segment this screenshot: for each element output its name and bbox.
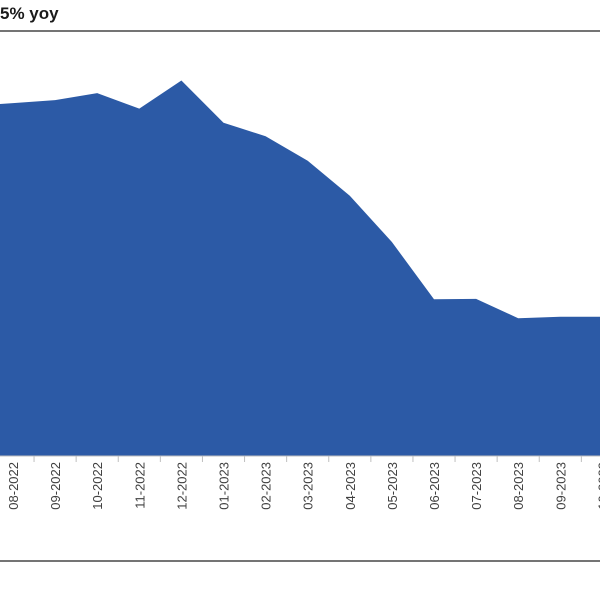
chart-title: 5% yoy (0, 4, 59, 23)
x-tick-label: 07-2023 (469, 462, 484, 510)
x-tick-label: 05-2023 (385, 462, 400, 510)
x-tick-label: 04-2023 (343, 462, 358, 510)
x-tick-label: 10-2023 (595, 462, 600, 510)
x-tick-label: 03-2023 (301, 462, 316, 510)
x-tick-label: 01-2023 (217, 462, 232, 510)
x-tick-label: 02-2023 (259, 462, 274, 510)
x-tick-label: 12-2022 (174, 462, 189, 510)
x-tick-label: 10-2022 (90, 462, 105, 510)
x-tick-label: 06-2023 (427, 462, 442, 510)
x-axis-ticks (33, 456, 582, 462)
x-tick-label: 08-2022 (6, 462, 21, 510)
x-tick-label: 09-2023 (553, 462, 568, 510)
series-area (0, 80, 600, 456)
x-tick-label: 09-2022 (48, 462, 63, 510)
x-tick-label: 08-2023 (511, 462, 526, 510)
x-axis-labels: 08-2022 09-2022 10-2022 11-2022 12-2022 01-20… (6, 462, 600, 510)
x-tick-label: 11-2022 (132, 462, 147, 509)
